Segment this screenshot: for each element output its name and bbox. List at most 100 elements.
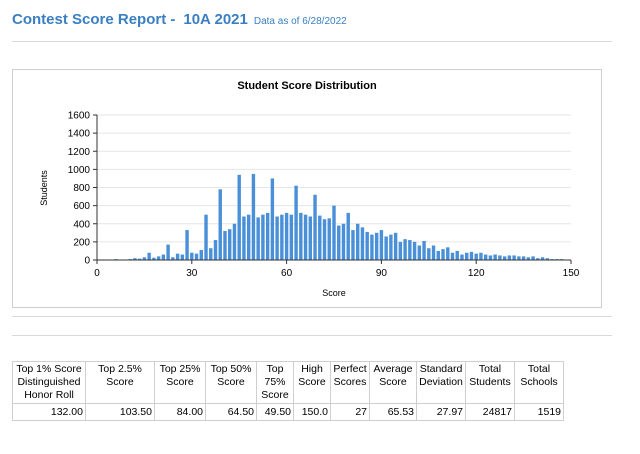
histogram-bar — [498, 255, 502, 260]
header-perfect-scores: Perfect Scores — [330, 361, 370, 404]
histogram-bar — [218, 189, 222, 260]
histogram-bar — [156, 256, 161, 260]
y-tick-label: 0 — [84, 256, 90, 267]
histogram-bar — [270, 178, 275, 260]
value-top50: 64.50 — [205, 403, 257, 421]
histogram-bar — [446, 247, 450, 260]
histogram-bar — [161, 254, 166, 260]
histogram-bar — [242, 216, 246, 260]
histogram-bar — [185, 230, 189, 260]
histogram-bar — [517, 256, 521, 260]
header-standard-deviation: Standard Deviation — [416, 361, 466, 404]
header-top25: Top 25% Score — [154, 361, 206, 404]
histogram-bar — [365, 231, 369, 260]
histogram-bar — [147, 252, 151, 260]
histogram-bar — [450, 252, 455, 260]
histogram-bar — [152, 257, 156, 260]
histogram-bar — [223, 231, 227, 260]
histogram-bar — [374, 232, 379, 260]
header-total-students: Total Students — [465, 361, 515, 404]
histogram-bar — [360, 227, 365, 260]
histogram-bar — [171, 257, 175, 260]
histogram-bar — [488, 255, 493, 260]
histogram-bar — [526, 257, 531, 260]
histogram-bar — [190, 252, 194, 260]
histogram-bar — [175, 253, 180, 260]
histogram-bar — [204, 214, 208, 260]
divider — [12, 335, 612, 336]
value-top75: 49.50 — [256, 403, 294, 421]
histogram-bar — [166, 244, 170, 260]
header-top1: Top 1% Score Distinguished Honor Roll — [12, 361, 86, 404]
histogram-bar — [412, 241, 417, 260]
y-tick-label: 1000 — [68, 165, 91, 176]
histogram-bar — [398, 241, 403, 260]
y-tick-label: 200 — [73, 237, 90, 248]
histogram-bar — [479, 252, 483, 260]
value-top25: 84.00 — [154, 403, 206, 421]
x-tick-label: 150 — [563, 268, 580, 279]
histogram-bar — [389, 234, 393, 260]
histogram-bar — [469, 251, 474, 260]
histogram-bar — [246, 214, 251, 260]
histogram-bar — [384, 236, 388, 260]
histogram-bar — [275, 216, 279, 260]
histogram-bar — [427, 248, 431, 260]
y-tick-label: 600 — [73, 201, 90, 212]
histogram-bar — [370, 234, 374, 260]
histogram-bar — [441, 249, 445, 260]
histogram-bar — [351, 230, 355, 260]
histogram-bar — [284, 212, 289, 260]
divider — [12, 316, 612, 317]
histogram-bar — [194, 253, 199, 260]
histogram-bar — [142, 257, 147, 260]
histogram-bar — [228, 229, 232, 260]
histogram-bar — [133, 258, 137, 260]
histogram-bar — [493, 254, 497, 260]
histogram-bar — [232, 223, 237, 260]
x-tick-label: 120 — [468, 268, 485, 279]
header-top50: Top 50% Score — [205, 361, 257, 404]
histogram-bar — [531, 256, 535, 260]
histogram-bar — [431, 245, 436, 260]
histogram-bar — [280, 214, 284, 260]
histogram-bar — [417, 245, 422, 260]
table-row: 132.00 103.50 84.00 64.50 49.50 150.0 27… — [12, 403, 564, 421]
score-distribution-chart: Student Score Distribution 0 200 400 600 800… — [12, 69, 602, 308]
histogram-bar — [308, 216, 313, 260]
histogram-bar — [346, 212, 350, 260]
histogram-bar — [474, 253, 478, 260]
histogram-bar — [213, 240, 218, 260]
header-top2-5: Top 2.5% Score — [85, 361, 155, 404]
value-average-score: 65.53 — [369, 403, 417, 421]
histogram-bar — [209, 248, 213, 260]
histogram-bar — [502, 256, 507, 260]
histogram-bar — [483, 254, 488, 260]
divider — [12, 41, 612, 42]
histogram-bar — [299, 212, 303, 260]
histogram-bar — [436, 250, 440, 260]
value-top2-5: 103.50 — [85, 403, 155, 421]
value-standard-deviation: 27.97 — [416, 403, 466, 421]
histogram-bar — [536, 258, 540, 260]
value-high-score: 150.0 — [293, 403, 331, 421]
histogram-bar — [289, 214, 294, 260]
value-perfect-scores: 27 — [330, 403, 370, 421]
y-tick-label: 800 — [73, 183, 90, 194]
x-axis-label: Score — [322, 288, 346, 298]
report-header: Contest Score Report - 10A 2021 Data as of… — [12, 11, 347, 29]
histogram-bar — [540, 257, 545, 260]
contest-name: 10A 2021 — [183, 11, 248, 28]
histogram-bar — [521, 256, 526, 260]
header-average-score: Average Score — [369, 361, 417, 404]
histogram-bar — [422, 240, 426, 260]
histogram-bar — [318, 215, 322, 260]
x-tick-label: 90 — [376, 268, 388, 279]
histogram-bar — [327, 218, 331, 260]
y-tick-label: 1600 — [68, 111, 91, 122]
value-top1: 132.00 — [12, 403, 86, 421]
y-axis-label: Students — [39, 170, 49, 206]
histogram-bar — [199, 250, 203, 260]
histogram-bar — [460, 254, 464, 260]
histogram-bar — [237, 174, 241, 260]
